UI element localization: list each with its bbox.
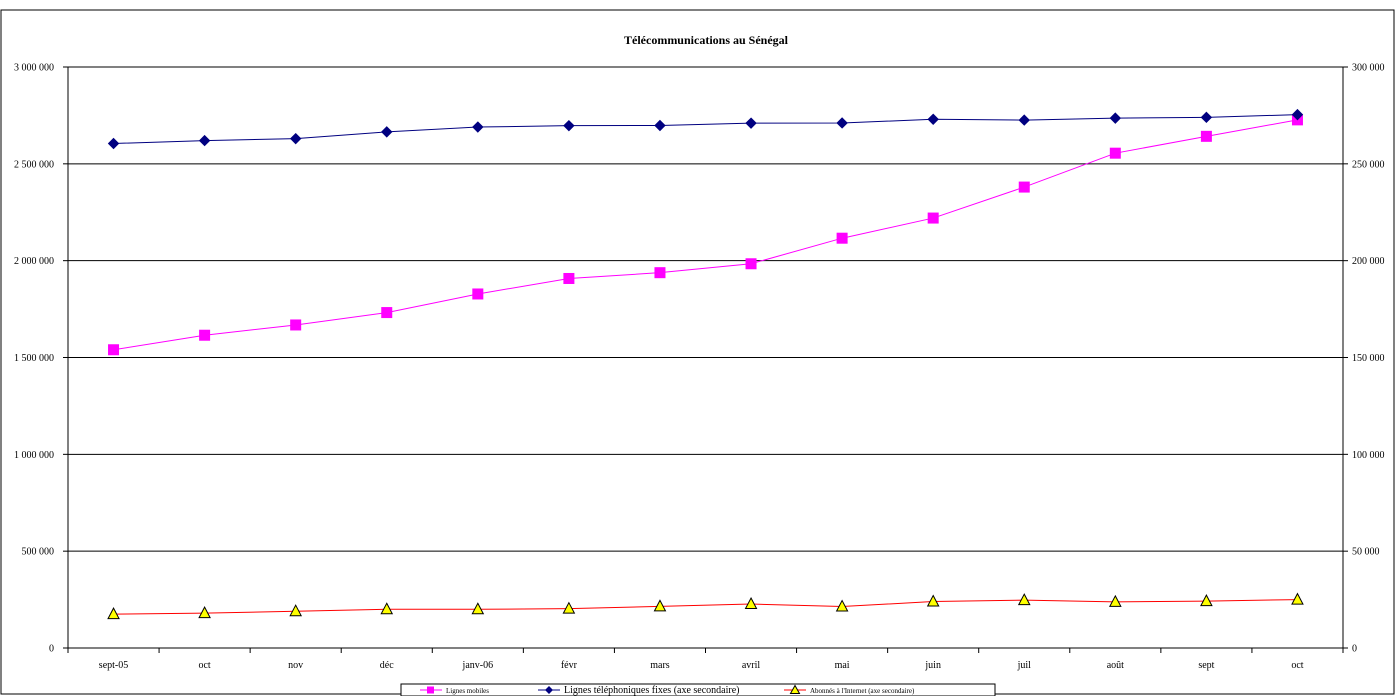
series-2-point xyxy=(835,599,849,612)
series-1-point xyxy=(927,113,939,125)
x-tick-label: janv-06 xyxy=(462,660,494,671)
y-left-tick-label: 3 000 000 xyxy=(14,63,54,74)
y-left-tick-label: 1 500 000 xyxy=(14,353,54,364)
x-tick-label: mai xyxy=(835,660,850,671)
series-0-point xyxy=(1109,147,1121,159)
series-2-point xyxy=(289,604,303,617)
x-tick-label: oct xyxy=(1291,660,1303,671)
y-left-tick-label: 0 xyxy=(49,644,54,655)
series-0-point xyxy=(1200,130,1212,142)
series-1-point xyxy=(1109,112,1122,124)
series-1-point xyxy=(1291,108,1304,121)
series-0-point xyxy=(290,319,302,331)
chart-border xyxy=(0,9,1395,695)
legend-marker-1 xyxy=(545,686,553,694)
y-right-tick-label: 250 000 xyxy=(1352,159,1385,170)
y-right-tick-label: 150 000 xyxy=(1352,353,1385,364)
series-line-2 xyxy=(113,599,1298,615)
chart-title: Télécommunications au Sénégal xyxy=(624,33,789,47)
legend-label-1: Lignes téléphoniques fixes (axe secondai… xyxy=(564,685,740,696)
series-1-point xyxy=(1200,111,1213,124)
series-1-point xyxy=(289,132,302,145)
x-tick-label: nov xyxy=(288,660,303,671)
series-2-point xyxy=(1200,594,1213,607)
x-tick-label: déc xyxy=(380,660,394,671)
series-0-point xyxy=(745,258,757,270)
series-0-point xyxy=(381,307,393,319)
series-2-point xyxy=(107,607,120,620)
y-right-tick-label: 100 000 xyxy=(1352,450,1385,461)
series-0-point xyxy=(563,272,575,284)
series-2-point xyxy=(1291,592,1304,605)
series-1-point xyxy=(107,137,120,150)
series-1-point xyxy=(563,119,575,132)
x-tick-label: sept-05 xyxy=(99,660,128,671)
series-2-point xyxy=(744,596,758,610)
series-line-0 xyxy=(113,119,1298,351)
x-tick-label: juil xyxy=(1017,660,1032,671)
series-1-point xyxy=(1018,114,1030,126)
series-1-point xyxy=(198,134,211,147)
x-tick-label: juin xyxy=(924,660,941,671)
series-2-point xyxy=(1108,594,1122,607)
x-tick-label: avril xyxy=(742,660,761,671)
series-2-point xyxy=(198,606,211,619)
series-0-point xyxy=(836,232,848,244)
series-1-point xyxy=(836,117,848,129)
x-tick-label: août xyxy=(1107,660,1124,671)
series-1-point xyxy=(472,121,484,133)
x-tick-label: sept xyxy=(1198,660,1214,671)
series-1-point xyxy=(745,117,757,129)
legend-label-2: Abonnés à l'Internet (axe secondaire) xyxy=(810,687,915,695)
series-1-point xyxy=(381,126,393,138)
series-2-point xyxy=(926,594,940,607)
legend-marker-2 xyxy=(789,684,801,694)
y-right-tick-label: 50 000 xyxy=(1352,547,1380,558)
y-right-tick-label: 300 000 xyxy=(1352,63,1385,74)
series-0-point xyxy=(1018,181,1030,193)
series-0-point xyxy=(472,288,484,300)
y-right-tick-label: 0 xyxy=(1352,644,1357,655)
y-left-tick-label: 2 500 000 xyxy=(14,159,54,170)
series-0-point xyxy=(108,344,120,356)
x-tick-label: févr xyxy=(561,660,578,671)
x-tick-label: mars xyxy=(650,660,670,671)
series-0-point xyxy=(927,212,939,224)
legend-label-0: Lignes mobiles xyxy=(446,687,489,695)
y-left-tick-label: 500 000 xyxy=(22,547,55,558)
y-left-tick-label: 2 000 000 xyxy=(14,256,54,267)
y-right-tick-label: 200 000 xyxy=(1352,256,1385,267)
legend-marker-0 xyxy=(427,686,434,694)
series-2-point xyxy=(1017,593,1031,606)
plot-area: 0 500 000 1 000 000 1 500 000 2 000 000 2 500… xyxy=(14,63,1385,672)
series-0-point xyxy=(199,329,211,341)
series-2-point xyxy=(562,601,576,614)
series-2-point xyxy=(380,602,394,615)
series-2-point xyxy=(653,599,667,612)
x-tick-label: oct xyxy=(198,660,210,671)
legend: Lignes mobiles Lignes téléphoniques fixes… xyxy=(400,683,996,696)
series-2-point xyxy=(471,602,485,615)
series-1-point xyxy=(654,119,666,132)
series-line-1 xyxy=(113,114,1298,144)
series-0-point xyxy=(654,267,666,279)
y-left-tick-label: 1 000 000 xyxy=(14,450,54,461)
